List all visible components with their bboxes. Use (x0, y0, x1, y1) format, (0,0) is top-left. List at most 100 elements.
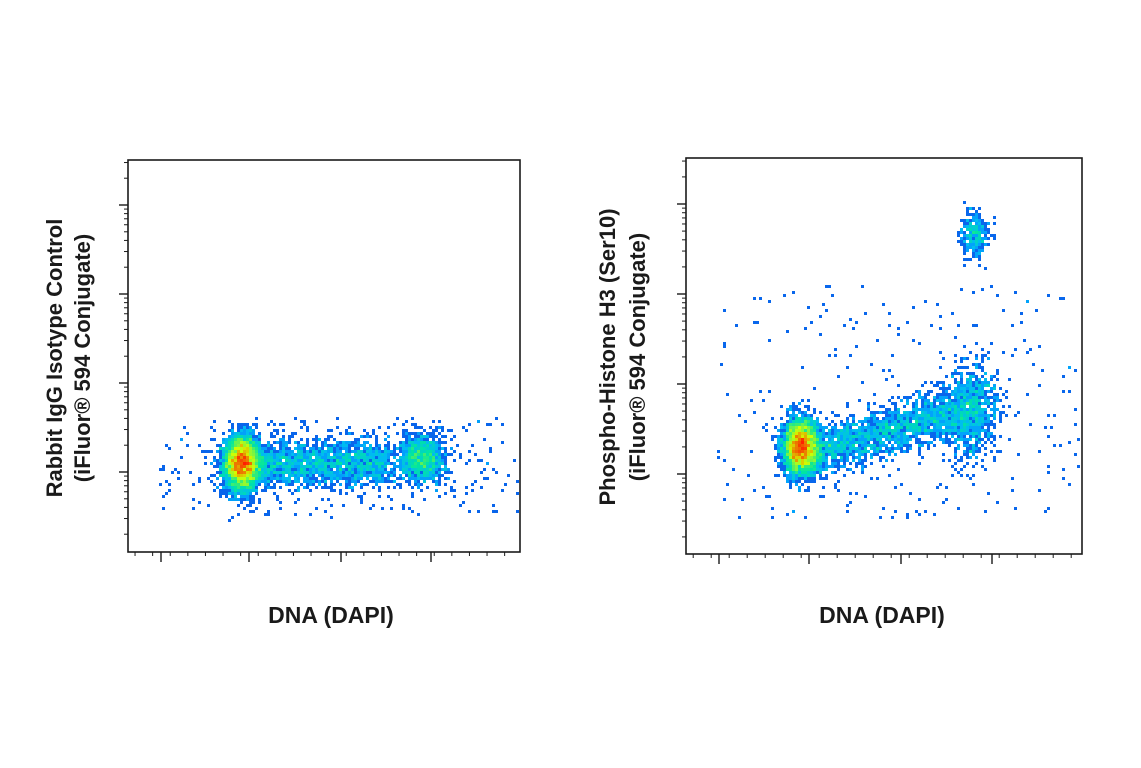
density-cell (795, 465, 798, 468)
density-cell (420, 459, 423, 462)
density-cell (240, 462, 243, 465)
density-cell (411, 450, 414, 453)
density-cell (987, 492, 990, 495)
density-cell (804, 444, 807, 447)
density-cell (897, 441, 900, 444)
y-axis-label-line2: (iFluor® 594 Conjugate) (70, 234, 95, 482)
density-cell (786, 447, 789, 450)
density-cell (939, 405, 942, 408)
density-cell (858, 432, 861, 435)
density-cell (240, 492, 243, 495)
density-cell (267, 462, 270, 465)
density-cell (990, 342, 993, 345)
density-cell (915, 417, 918, 420)
density-cell (438, 468, 441, 471)
density-cell (423, 456, 426, 459)
density-cell (960, 435, 963, 438)
density-cell (822, 453, 825, 456)
density-cell (918, 450, 921, 453)
density-cell (792, 411, 795, 414)
density-cell (894, 411, 897, 414)
density-cell (981, 375, 984, 378)
density-cell (378, 465, 381, 468)
density-cell (438, 420, 441, 423)
density-cell (225, 465, 228, 468)
density-cell (969, 396, 972, 399)
density-cell (333, 453, 336, 456)
density-cell (234, 432, 237, 435)
density-cell (933, 405, 936, 408)
density-cell (249, 504, 252, 507)
density-cell (831, 432, 834, 435)
density-cell (939, 411, 942, 414)
density-cell (978, 414, 981, 417)
density-cell (963, 399, 966, 402)
density-cell (981, 393, 984, 396)
density-cell (252, 438, 255, 441)
density-cell (786, 420, 789, 423)
density-cell (783, 459, 786, 462)
density-cell (432, 456, 435, 459)
density-cell (975, 222, 978, 225)
density-cell (246, 492, 249, 495)
density-cell (921, 408, 924, 411)
density-cell (816, 426, 819, 429)
density-cell (312, 447, 315, 450)
density-cell (381, 474, 384, 477)
density-cell (960, 459, 963, 462)
density-cell (270, 444, 273, 447)
density-cell (954, 369, 957, 372)
density-cell (813, 453, 816, 456)
density-cell (957, 231, 960, 234)
density-cell (243, 486, 246, 489)
density-cell (921, 432, 924, 435)
density-cell (966, 381, 969, 384)
density-cell (894, 441, 897, 444)
density-cell (852, 432, 855, 435)
density-cell (954, 438, 957, 441)
density-cell (300, 456, 303, 459)
density-cell (969, 372, 972, 375)
density-cell (432, 435, 435, 438)
density-cell (324, 471, 327, 474)
density-cell (984, 429, 987, 432)
density-cell (798, 489, 801, 492)
density-cell (978, 450, 981, 453)
x-axis-label: DNA (DAPI) (268, 602, 394, 628)
density-cell (831, 426, 834, 429)
density-cell (948, 423, 951, 426)
density-cell (906, 402, 909, 405)
density-cell (849, 429, 852, 432)
density-cell (864, 444, 867, 447)
density-cell (771, 516, 774, 519)
y-axis-ticks (677, 160, 686, 538)
density-cell (228, 459, 231, 462)
density-cell (798, 477, 801, 480)
density-cell (780, 450, 783, 453)
density-cell (279, 501, 282, 504)
density-cell (792, 438, 795, 441)
density-cell (213, 429, 216, 432)
density-cell (321, 444, 324, 447)
density-cell (426, 471, 429, 474)
density-cell (861, 471, 864, 474)
density-cell (966, 243, 969, 246)
density-cell (291, 492, 294, 495)
density-cell (894, 510, 897, 513)
density-cell (807, 480, 810, 483)
density-cell (228, 441, 231, 444)
density-cell (417, 468, 420, 471)
density-cell (906, 414, 909, 417)
density-cell (855, 441, 858, 444)
density-cell (960, 360, 963, 363)
density-cell (810, 471, 813, 474)
density-cell (990, 387, 993, 390)
density-cell (267, 483, 270, 486)
density-cell (279, 465, 282, 468)
density-cell (258, 474, 261, 477)
density-cell (192, 507, 195, 510)
density-cell (198, 501, 201, 504)
density-cell (975, 414, 978, 417)
density-cell (441, 474, 444, 477)
density-cell (963, 450, 966, 453)
